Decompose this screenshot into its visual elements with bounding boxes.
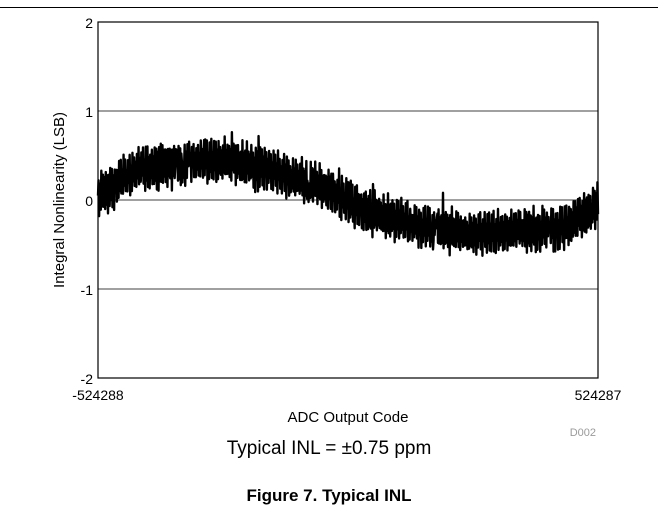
trace-layer (96, 130, 600, 257)
y-tick-label-1: 1 (85, 104, 93, 120)
figure-id-watermark: D002 (570, 427, 596, 439)
y-axis-title: Integral Nonlinearity (LSB) (51, 112, 68, 288)
x-tick-label-min: -524288 (72, 387, 124, 403)
top-rule (0, 7, 658, 8)
y-tick-label-neg1: -1 (81, 282, 94, 298)
y-tick-label-neg2: -2 (81, 371, 94, 387)
typical-inl-note: Typical INL = ±0.75 ppm (226, 438, 432, 459)
x-tick-label-max: 524287 (575, 387, 622, 403)
y-tick-label-2: 2 (85, 15, 93, 31)
inl-series-line-0 (96, 130, 600, 257)
y-tick-label-0: 0 (85, 193, 93, 209)
figure-caption: Figure 7. Typical INL (246, 486, 412, 505)
x-axis-title: ADC Output Code (288, 409, 409, 426)
